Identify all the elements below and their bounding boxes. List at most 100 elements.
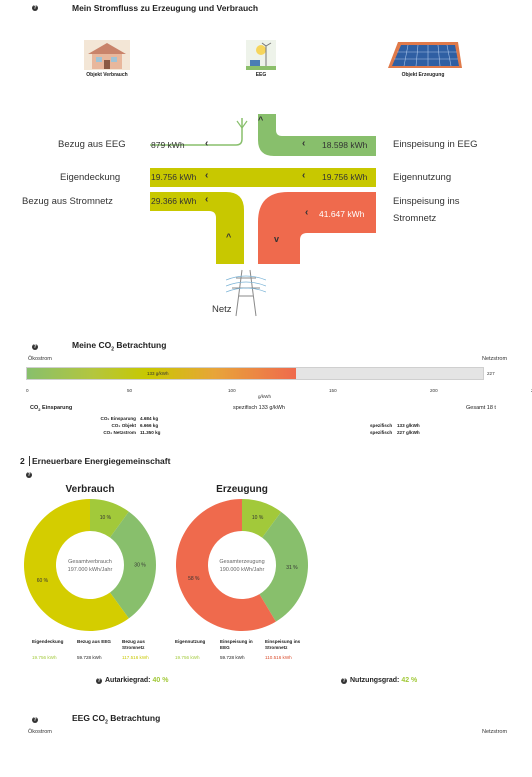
chevron-left-icon: ‹ [205, 194, 209, 205]
help-icon[interactable]: ? [32, 5, 38, 11]
co2-axis-unit: g/kWh [258, 394, 272, 399]
donut-slice [90, 499, 129, 538]
autarkiegrad: ? Autarkiegrad: 40 % [96, 677, 169, 684]
eigennutzung-value: 19.756 kWh [322, 172, 368, 182]
house-icon [82, 40, 132, 70]
legend-value: 19.756 kWh [175, 655, 200, 660]
einspeisung-netz-label-1: Einspeisung ins [393, 196, 460, 207]
help-icon[interactable]: ? [341, 678, 347, 684]
donut-slice-label: 60 % [37, 578, 49, 584]
legend-label: Bezug aus EEG [77, 639, 111, 644]
verbrauch-center: Gesamtverbrauch 197.000 kWh/Jahr [54, 558, 126, 574]
eeg-co2-title: EEG CO2 Betrachtung [72, 713, 161, 726]
co2-row-label: spezifisch [370, 423, 393, 428]
legend-value: 59.728 kWh [220, 655, 245, 660]
donut-slice [23, 499, 129, 631]
help-icon[interactable]: ? [32, 717, 38, 723]
donut-slice [109, 511, 156, 619]
flow-einspeisung-eeg [258, 114, 376, 156]
chevron-left-icon: ‹ [302, 170, 306, 181]
bezug-eeg-label: Bezug aus EEG [58, 139, 126, 150]
co2-axis-tick: 50 [127, 388, 133, 393]
section-number: 2 [20, 456, 30, 466]
legend-label: Einspeisung in [220, 639, 253, 644]
co2-axis-tick: 200 [430, 388, 438, 393]
erzeugung-center-label: Gesamterzeugung [219, 559, 265, 565]
co2-axis-tick: 0 [26, 388, 29, 393]
co2-row-label: CO₂ Einsparung [100, 416, 136, 421]
erzeugung-title: Erzeugung [216, 484, 268, 495]
help-icon[interactable]: ? [32, 344, 38, 350]
eigendeckung-value: 19.756 kWh [151, 172, 197, 182]
legend-value: 117.516 kWh [122, 655, 149, 660]
donut-slice [176, 499, 276, 631]
legend-label: Eigennutzung [175, 639, 206, 644]
legend-value: 19.756 kWh [32, 655, 57, 660]
co2-row-value: 11.350 kg [140, 430, 161, 435]
co2-gesamt: Gesamt 18 t [466, 405, 496, 411]
eeg-label: EEG [255, 72, 267, 78]
energy-flow-diagram [150, 114, 376, 264]
legend-item: Eigendeckung 19.756 kWh [32, 639, 76, 661]
objekt-verbrauch-label: Objekt Verbrauch [86, 72, 128, 78]
erzeugung-donut: 10 % 31 % 58 % [176, 499, 308, 631]
bezug-netz-label: Bezug aus Stromnetz [22, 196, 113, 207]
einspeisung-netz-value: 41.647 kWh [319, 209, 365, 219]
chevron-up-icon: ^ [258, 115, 264, 125]
einspeisung-eeg-label: Einspeisung in EEG [393, 139, 478, 150]
co2-row-value: 4.684 kg [140, 416, 159, 421]
legend-item: Bezug aus Stromnetz 117.516 kWh [122, 639, 166, 661]
help-icon[interactable]: ? [26, 472, 32, 478]
oekostrom-label: Ökostrom [28, 356, 52, 362]
flow-einspeisung-netz [258, 192, 376, 264]
wind-turbine-icon [246, 40, 276, 70]
co2-title: Meine CO2 Betrachtung [72, 340, 167, 353]
legend-item: Bezug aus EEG 59.728 kWh [77, 639, 121, 661]
co2-row-label: spezifisch [370, 430, 393, 435]
erzeugung-center-value: 190.000 kWh/Jahr [219, 567, 265, 573]
verbrauch-center-label: Gesamtverbrauch [68, 559, 112, 565]
legend-label-line2 [175, 645, 219, 651]
chevron-left-icon: ‹ [305, 207, 309, 218]
help-icon[interactable]: ? [96, 678, 102, 684]
legend-label-line2 [32, 645, 76, 651]
legend-label: Eigendeckung [32, 639, 64, 644]
co2-axis-tick: 150 [329, 388, 337, 393]
chevron-left-icon: ‹ [302, 138, 306, 149]
flow-bezug-netz [150, 192, 244, 264]
bezug-netz-value: 29.366 kWh [151, 196, 197, 206]
einspeisung-netz-label-2: Stromnetz [393, 213, 437, 224]
power-pylon-icon [226, 269, 266, 317]
chevron-down-icon: v [274, 234, 280, 244]
legend-value: 110.516 kWh [265, 655, 292, 660]
co2-bar-end: 227 [487, 371, 495, 376]
chevron-up-icon: ^ [226, 232, 232, 242]
donut-slice [242, 499, 282, 538]
einspeisung-eeg-value: 18.598 kWh [322, 140, 368, 150]
co2-einsparung-label: CO2 Einsparung [30, 405, 73, 413]
legend-label-line2: Stromnetz [122, 645, 145, 650]
legend-label-line2: Stromnetz [265, 645, 288, 650]
co2-row-label: CO₂ Netzstrom [103, 430, 136, 435]
eigendeckung-label: Eigendeckung [60, 172, 121, 183]
co2-spezifisch-summary: spezifisch 133 g/kWh [233, 405, 285, 411]
flow-eigendeckung [150, 168, 376, 187]
legend-label: Bezug aus [122, 639, 145, 644]
verbrauch-title: Verbrauch [65, 484, 115, 495]
legend-value: 59.728 kWh [77, 655, 102, 660]
co2-bar: 133 g/kWh [26, 367, 484, 380]
objekt-erzeugung-label: Objekt Erzeugung [401, 72, 445, 78]
oekostrom-label: Ökostrom [28, 729, 52, 735]
legend-item: Einspeisung in EEG 59.728 kWh [220, 639, 264, 661]
co2-bar-fill [27, 368, 297, 379]
erzeugung-center: Gesamterzeugung 190.000 kWh/Jahr [206, 558, 278, 574]
donut-slice-label: 10 % [252, 515, 264, 521]
donut-slice-label: 58 % [188, 576, 200, 582]
legend-item: Eigennutzung 19.756 kWh [175, 639, 219, 661]
stromfluss-title: Mein Stromfluss zu Erzeugung und Verbrau… [72, 3, 259, 13]
netzstrom-label: Netzstrom [482, 729, 508, 735]
solar-panel-icon [382, 40, 464, 70]
flow-bezug-eeg [150, 118, 243, 146]
bezug-eeg-value: 879 kWh [151, 140, 185, 150]
co2-axis-tick: 100 [228, 388, 236, 393]
